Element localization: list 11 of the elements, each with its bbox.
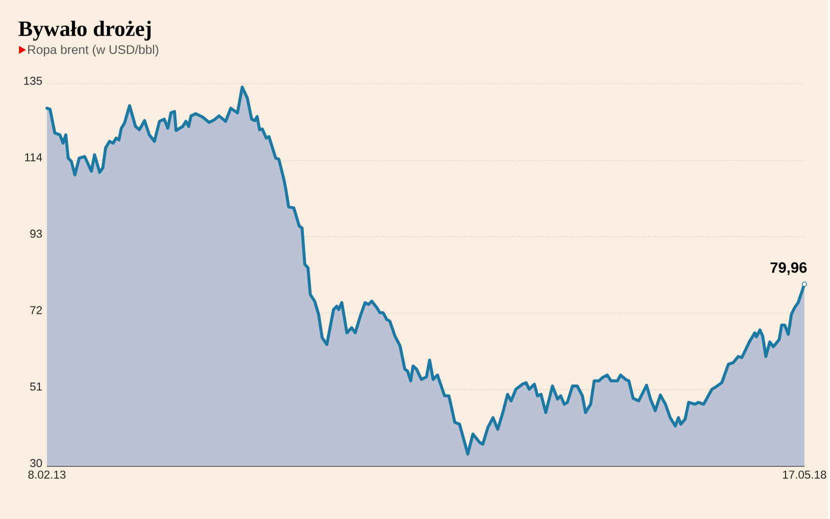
y-tick-label: 114	[25, 153, 42, 162]
x-tick-label: 8.02.13	[28, 470, 66, 479]
y-tick-label: 72	[30, 306, 42, 314]
y-tick-label: 30	[30, 459, 42, 468]
x-tick-label: 17.05.18	[783, 470, 826, 479]
y-tick-label: 135	[24, 76, 42, 85]
y-tick-label: 51	[30, 382, 42, 391]
chart-subtitle: Ropa brent (w USD/bbl)	[28, 44, 158, 56]
annotation: 79,96	[770, 262, 807, 276]
chart-title: Bywało drożej	[18, 20, 151, 41]
y-tick-label: 93	[30, 230, 42, 238]
